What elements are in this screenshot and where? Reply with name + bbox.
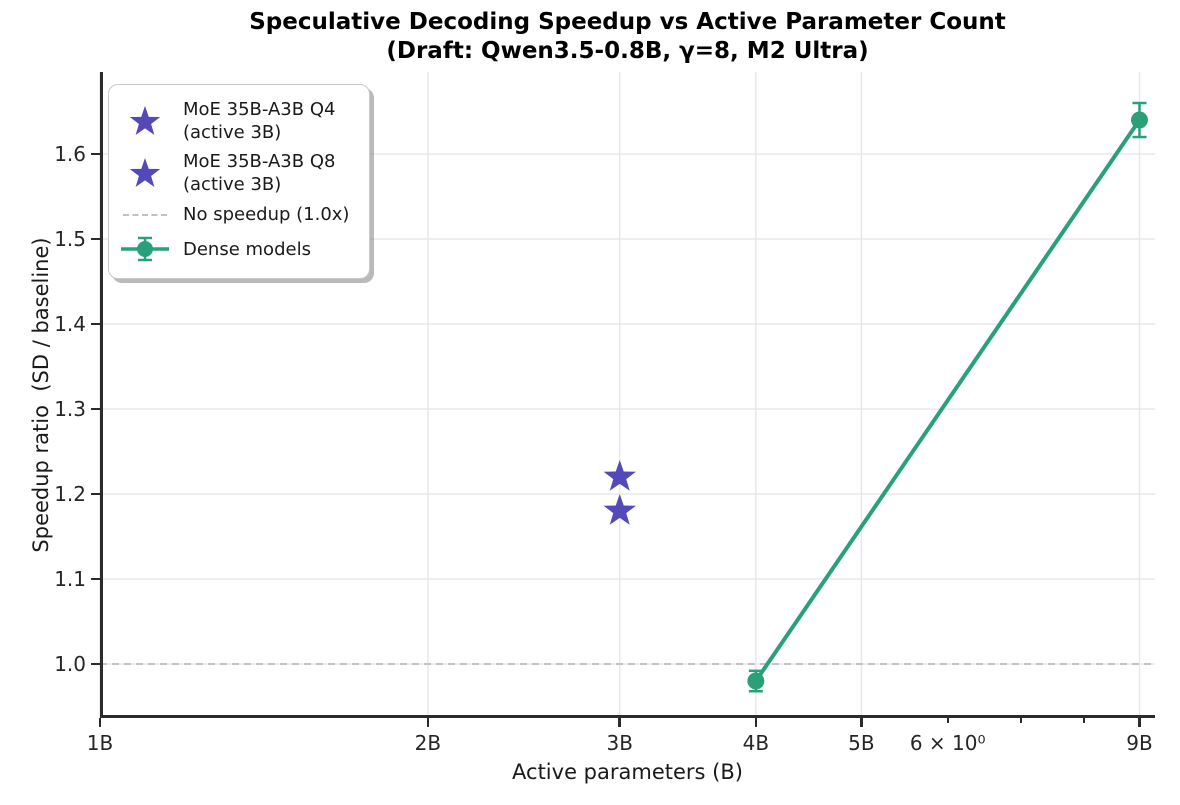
legend-label-line: No speedup (1.0x)	[183, 204, 350, 225]
y-axis-label: Speedup ratio (SD / baseline)	[29, 237, 53, 553]
y-tick-mark	[91, 322, 100, 326]
x-tick-mark	[426, 718, 430, 727]
moe-star-point	[603, 460, 636, 491]
y-tick-label: 1.6	[54, 142, 86, 167]
x-tick-label: 4B	[742, 731, 770, 755]
chart-subtitle: (Draft: Qwen3.5-0.8B, γ=8, M2 Ultra)	[386, 38, 869, 64]
legend-label-line: (active 3B)	[183, 174, 282, 195]
dense-model-point	[747, 672, 765, 690]
y-tick-label: 1.4	[54, 312, 86, 337]
x-tick-label: 9B	[1126, 731, 1153, 755]
y-tick-mark	[91, 407, 100, 411]
y-tick-label: 1.0	[54, 652, 86, 677]
title-block: Speculative Decoding Speedup vs Active P…	[100, 8, 1155, 66]
dense-models-line	[753, 118, 1142, 683]
x-minor-tick-mark	[1019, 718, 1022, 723]
x-tick-mark	[860, 718, 863, 727]
x-tick-label: 2B	[414, 731, 442, 755]
dense-model-point	[1130, 111, 1148, 129]
legend-item: No speedup (1.0x)	[119, 199, 349, 230]
legend-label-line: MoE 35B-A3B Q8	[183, 151, 336, 172]
x-axis-label: Active parameters (B)	[512, 760, 743, 784]
y-tick-mark	[91, 492, 100, 496]
y-tick-mark	[91, 662, 100, 666]
x-tick-mark	[1138, 718, 1141, 727]
legend-item: MoE 35B-A3B Q8 (active 3B)	[119, 147, 349, 199]
chart-title: Speculative Decoding Speedup vs Active P…	[249, 9, 1006, 35]
star-icon	[119, 104, 171, 138]
moe-star-point	[603, 494, 636, 525]
x-tick-mark	[754, 718, 758, 727]
legend-label-line: MoE 35B-A3B Q4	[183, 99, 336, 120]
x-minor-tick-mark	[1082, 718, 1085, 723]
x-tick-label: 1B	[86, 731, 114, 755]
y-tick-mark	[91, 237, 100, 241]
x-tick-label: 6 × 10⁰	[909, 731, 986, 755]
dashed-line-icon	[119, 213, 171, 216]
x-tick-label: 5B	[848, 731, 875, 755]
legend-item: Dense models	[119, 230, 349, 268]
legend-label-line: (active 3B)	[183, 122, 282, 143]
x-tick-label: 3B	[606, 731, 633, 755]
y-tick-label: 1.5	[54, 227, 86, 252]
legend-label-line: Dense models	[183, 238, 311, 260]
legend-item-label: Dense models	[183, 238, 311, 261]
y-tick-label: 1.2	[54, 482, 86, 507]
legend-item-label: MoE 35B-A3B Q4 (active 3B)	[183, 98, 335, 144]
y-tick-label: 1.3	[54, 397, 86, 422]
legend: MoE 35B-A3B Q4 (active 3B) MoE 35B-A3B Q8(…	[108, 84, 371, 279]
x-tick-mark	[618, 718, 621, 727]
errorbar-icon	[119, 234, 171, 264]
y-tick-mark	[91, 577, 100, 581]
star-icon	[119, 156, 171, 190]
y-tick-mark	[91, 152, 100, 156]
y-tick-label: 1.1	[54, 567, 86, 592]
legend-item: MoE 35B-A3B Q4 (active 3B)	[119, 95, 349, 147]
legend-item-label: MoE 35B-A3B Q8 (active 3B)	[183, 150, 335, 196]
x-tick-mark	[98, 718, 102, 727]
x-minor-tick-mark	[946, 718, 949, 723]
legend-item-label: No speedup (1.0x)	[183, 203, 349, 226]
